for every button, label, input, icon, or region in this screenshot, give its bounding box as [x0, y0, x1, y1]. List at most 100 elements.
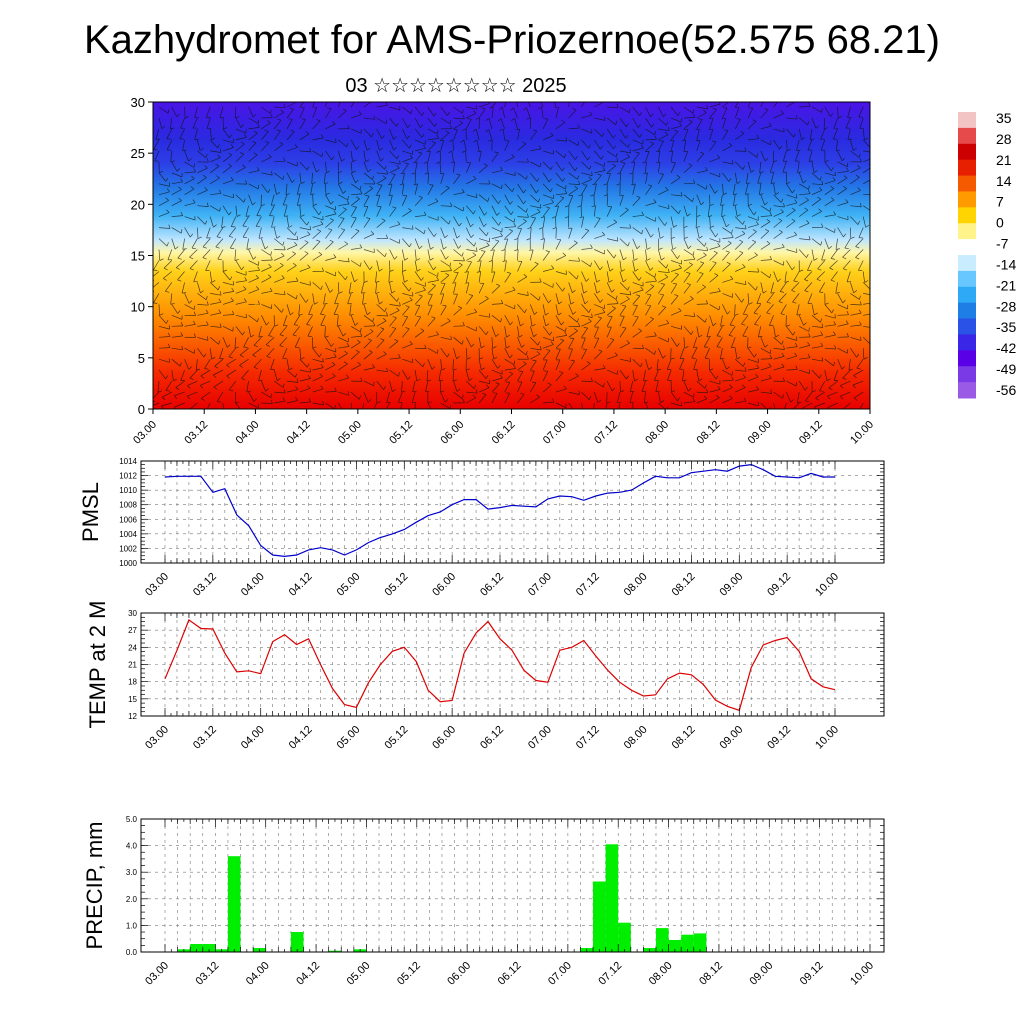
ytick-label: 24: [128, 643, 137, 652]
xtick-label: 07.12: [574, 724, 602, 752]
ytick-label: 15: [128, 695, 137, 704]
colorbar-label: -42: [996, 340, 1016, 356]
colorbar-swatch: [958, 127, 976, 145]
xtick-label: 06.00: [430, 724, 458, 752]
xtick-label: 05.00: [345, 960, 373, 988]
ytick-label: 1010: [119, 486, 137, 495]
chart-subtitle: 03 ☆☆☆☆☆☆☆☆ 2025: [345, 75, 567, 97]
xtick-label: 08.00: [622, 571, 650, 599]
ytick-label: 1004: [119, 530, 137, 539]
series-line: [164, 463, 835, 558]
temperature-panel: 12 15 18 21 24 27 30 03.00 03.12 04.00 04.12 05.00 0…: [85, 601, 885, 752]
colorbar-label: -56: [996, 382, 1016, 398]
xtick-label: 10.00: [813, 571, 841, 599]
colorbar-label: -14: [996, 257, 1016, 273]
xtick-label: 09.12: [765, 724, 793, 752]
xtick-label: 03.12: [191, 571, 219, 599]
colorbar-label: -21: [996, 277, 1016, 293]
colorbar-label: -35: [996, 319, 1016, 335]
colorbar-swatch: [958, 350, 976, 367]
colorbar-swatch: [958, 143, 976, 161]
xtick-label: 06.00: [430, 571, 458, 599]
heatmap-xtick-label: 07.12: [592, 419, 620, 447]
heatmap-ytick-label: 25: [131, 146, 145, 161]
colorbar-swatch: [958, 334, 976, 351]
xtick-label: 10.00: [813, 724, 841, 752]
colorbar-swatch: [958, 223, 976, 240]
colorbar-label: 14: [996, 173, 1012, 189]
precip-bar: [593, 881, 606, 952]
heatmap-xtick-label: 04.12: [285, 419, 313, 447]
series-line: [164, 618, 836, 712]
heatmap-panel: 0 5 10 15 20 25 30 03.00 03.12 04.00 04.12 05.00 05.…: [131, 95, 877, 447]
colorbar-label: 7: [996, 194, 1004, 210]
precip-bar: [227, 856, 241, 952]
xtick-label: 04.12: [294, 960, 322, 988]
heatmap-ytick-label: 5: [138, 351, 145, 366]
xtick-label: 08.12: [670, 724, 698, 752]
colorbar-label: 21: [996, 152, 1012, 168]
xtick-label: 06.12: [478, 571, 506, 599]
heatmap-xtick-label: 03.12: [182, 419, 210, 447]
colorbar-swatch: [958, 286, 976, 304]
ytick-label: 27: [128, 626, 137, 635]
wind-barbs: [153, 102, 870, 409]
heatmap-ytick-label: 10: [131, 300, 145, 315]
heatmap-ytick-label: 0: [138, 402, 145, 417]
ytick-label: 30: [128, 609, 137, 618]
xtick-label: 06.00: [445, 960, 473, 988]
ytick-label: 1012: [119, 472, 137, 481]
heatmap-xtick-label: 06.12: [490, 419, 518, 447]
panel-ylabel: TEMP at 2 M: [85, 601, 110, 729]
xtick-label: 04.00: [244, 960, 272, 988]
xtick-label: 05.12: [395, 960, 423, 988]
ytick-label: 12: [128, 712, 137, 721]
xtick-label: 03.12: [194, 960, 222, 988]
colorbar-swatch: [958, 382, 976, 399]
colorbar-label: -28: [996, 298, 1016, 314]
ytick-label: 2.0: [126, 895, 138, 904]
ytick-label: 1014: [119, 457, 137, 466]
precip-bar: [693, 933, 707, 952]
precip-bar: [618, 922, 631, 952]
colorbar-swatch: [958, 366, 976, 383]
colorbar-label: 0: [996, 215, 1004, 231]
heatmap-xtick-label: 08.12: [695, 419, 723, 447]
xtick-label: 04.12: [287, 724, 315, 752]
heatmap-xtick-label: 03.00: [131, 419, 159, 447]
ytick-label: 1000: [119, 559, 137, 568]
heatmap-field: [153, 102, 870, 409]
ytick-label: 1006: [119, 515, 137, 524]
pmsl-panel: 1000 1002 1004 1006 1008 1010 1012 1014 03.00 03.…: [78, 457, 885, 599]
ytick-label: 4.0: [126, 842, 138, 851]
heatmap-xtick-label: 05.00: [336, 419, 364, 447]
precip-bar: [668, 940, 682, 952]
heatmap-ytick-label: 30: [131, 95, 145, 110]
xtick-label: 09.12: [765, 571, 793, 599]
precip-bar: [681, 934, 694, 952]
heatmap-xtick-label: 10.00: [848, 419, 876, 447]
xtick-label: 08.00: [647, 960, 675, 988]
ytick-label: 18: [128, 678, 137, 687]
xtick-label: 08.12: [670, 571, 698, 599]
xtick-label: 03.12: [191, 724, 219, 752]
xtick-label: 09.00: [717, 571, 745, 599]
xtick-label: 04.00: [239, 724, 267, 752]
precip-bar: [656, 928, 669, 952]
ytick-label: 1.0: [126, 921, 138, 930]
colorbar-swatch: [958, 270, 976, 288]
xtick-label: 05.00: [335, 724, 363, 752]
panel-bg: [141, 461, 884, 563]
xtick-label: 03.00: [143, 571, 171, 599]
precip-bar: [290, 932, 304, 952]
chart-title: Kazhydromet for AMS-Priozernoe(52.575 68…: [84, 18, 940, 62]
heatmap-ytick-label: 20: [131, 197, 145, 212]
ytick-label: 0.0: [126, 948, 138, 957]
heatmap-xtick-label: 09.00: [746, 419, 774, 447]
xtick-label: 09.00: [717, 724, 745, 752]
xtick-label: 06.12: [496, 960, 524, 988]
panel-ylabel: PMSL: [78, 482, 103, 542]
xtick-label: 09.00: [747, 960, 775, 988]
xtick-label: 07.12: [596, 960, 624, 988]
